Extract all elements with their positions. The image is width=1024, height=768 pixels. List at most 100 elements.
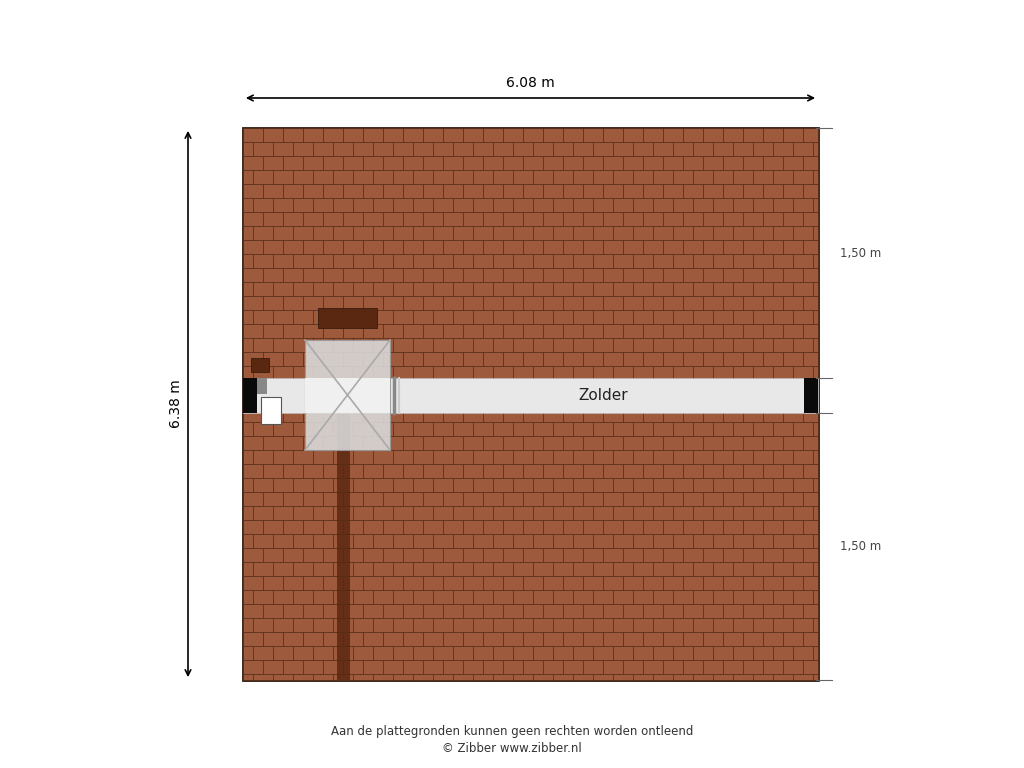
Bar	[443, 464, 463, 478]
Bar	[273, 674, 293, 680]
Bar	[813, 590, 818, 604]
Bar	[793, 478, 813, 492]
Bar	[563, 184, 583, 198]
Bar	[603, 604, 623, 618]
Bar	[663, 520, 683, 534]
Bar	[393, 142, 413, 156]
Bar	[673, 310, 693, 324]
Bar	[362, 156, 383, 170]
Bar	[553, 394, 573, 408]
Bar	[263, 352, 283, 366]
Bar	[733, 478, 753, 492]
Bar	[753, 422, 773, 436]
Bar	[463, 268, 483, 282]
Bar	[534, 646, 553, 660]
Bar	[583, 492, 603, 506]
Bar	[723, 408, 743, 422]
Bar	[423, 576, 443, 590]
Bar	[623, 352, 643, 366]
Bar	[483, 352, 503, 366]
Bar	[283, 240, 303, 254]
Bar	[303, 324, 323, 338]
Bar	[323, 128, 343, 142]
Bar	[623, 520, 643, 534]
Bar	[783, 632, 803, 646]
Bar	[653, 142, 673, 156]
Bar	[733, 310, 753, 324]
Bar	[333, 394, 353, 408]
Bar	[303, 408, 323, 422]
Bar	[243, 378, 818, 413]
Bar	[593, 366, 613, 380]
Bar	[403, 156, 423, 170]
Bar	[503, 464, 523, 478]
Bar	[633, 366, 653, 380]
Bar	[383, 352, 403, 366]
Bar	[643, 604, 663, 618]
Bar	[263, 128, 283, 142]
Bar	[423, 492, 443, 506]
Bar	[623, 380, 643, 394]
Bar	[534, 142, 553, 156]
Bar	[753, 646, 773, 660]
Bar	[583, 548, 603, 562]
Bar	[703, 520, 723, 534]
Bar	[613, 254, 633, 268]
Bar	[563, 632, 583, 646]
Bar	[273, 254, 293, 268]
Bar	[543, 156, 563, 170]
Bar	[303, 128, 323, 142]
Bar	[353, 142, 373, 156]
Bar	[433, 562, 453, 576]
Bar	[513, 674, 534, 680]
Bar	[693, 450, 713, 464]
Bar	[593, 142, 613, 156]
Bar	[693, 674, 713, 680]
Bar	[703, 184, 723, 198]
Bar	[243, 156, 263, 170]
Bar	[393, 170, 413, 184]
Bar	[553, 142, 573, 156]
Bar	[603, 296, 623, 310]
Bar	[283, 436, 303, 450]
Bar	[783, 548, 803, 562]
Bar	[243, 366, 253, 380]
Bar	[373, 142, 393, 156]
Bar	[683, 632, 703, 646]
Bar	[263, 520, 283, 534]
Bar	[443, 408, 463, 422]
Bar	[293, 282, 313, 296]
Bar	[403, 128, 423, 142]
Bar	[403, 548, 423, 562]
Bar	[653, 478, 673, 492]
Bar	[534, 310, 553, 324]
Bar	[613, 478, 633, 492]
Bar	[243, 632, 263, 646]
Bar	[453, 422, 473, 436]
Bar	[263, 576, 283, 590]
Bar	[433, 534, 453, 548]
Bar	[573, 590, 593, 604]
Bar	[337, 413, 349, 680]
Bar	[513, 198, 534, 212]
Bar	[583, 436, 603, 450]
Bar	[573, 674, 593, 680]
Bar	[743, 408, 763, 422]
Bar	[583, 324, 603, 338]
Bar	[343, 240, 362, 254]
Bar	[803, 660, 818, 674]
Bar	[683, 212, 703, 226]
Bar	[663, 660, 683, 674]
Bar	[613, 282, 633, 296]
Bar	[243, 464, 263, 478]
Bar	[373, 506, 393, 520]
Bar	[243, 492, 263, 506]
Bar	[393, 534, 413, 548]
Bar	[483, 212, 503, 226]
Bar	[503, 436, 523, 450]
Bar	[243, 576, 263, 590]
Bar	[493, 338, 513, 352]
Bar	[653, 674, 673, 680]
Bar	[573, 618, 593, 632]
Bar	[413, 282, 433, 296]
